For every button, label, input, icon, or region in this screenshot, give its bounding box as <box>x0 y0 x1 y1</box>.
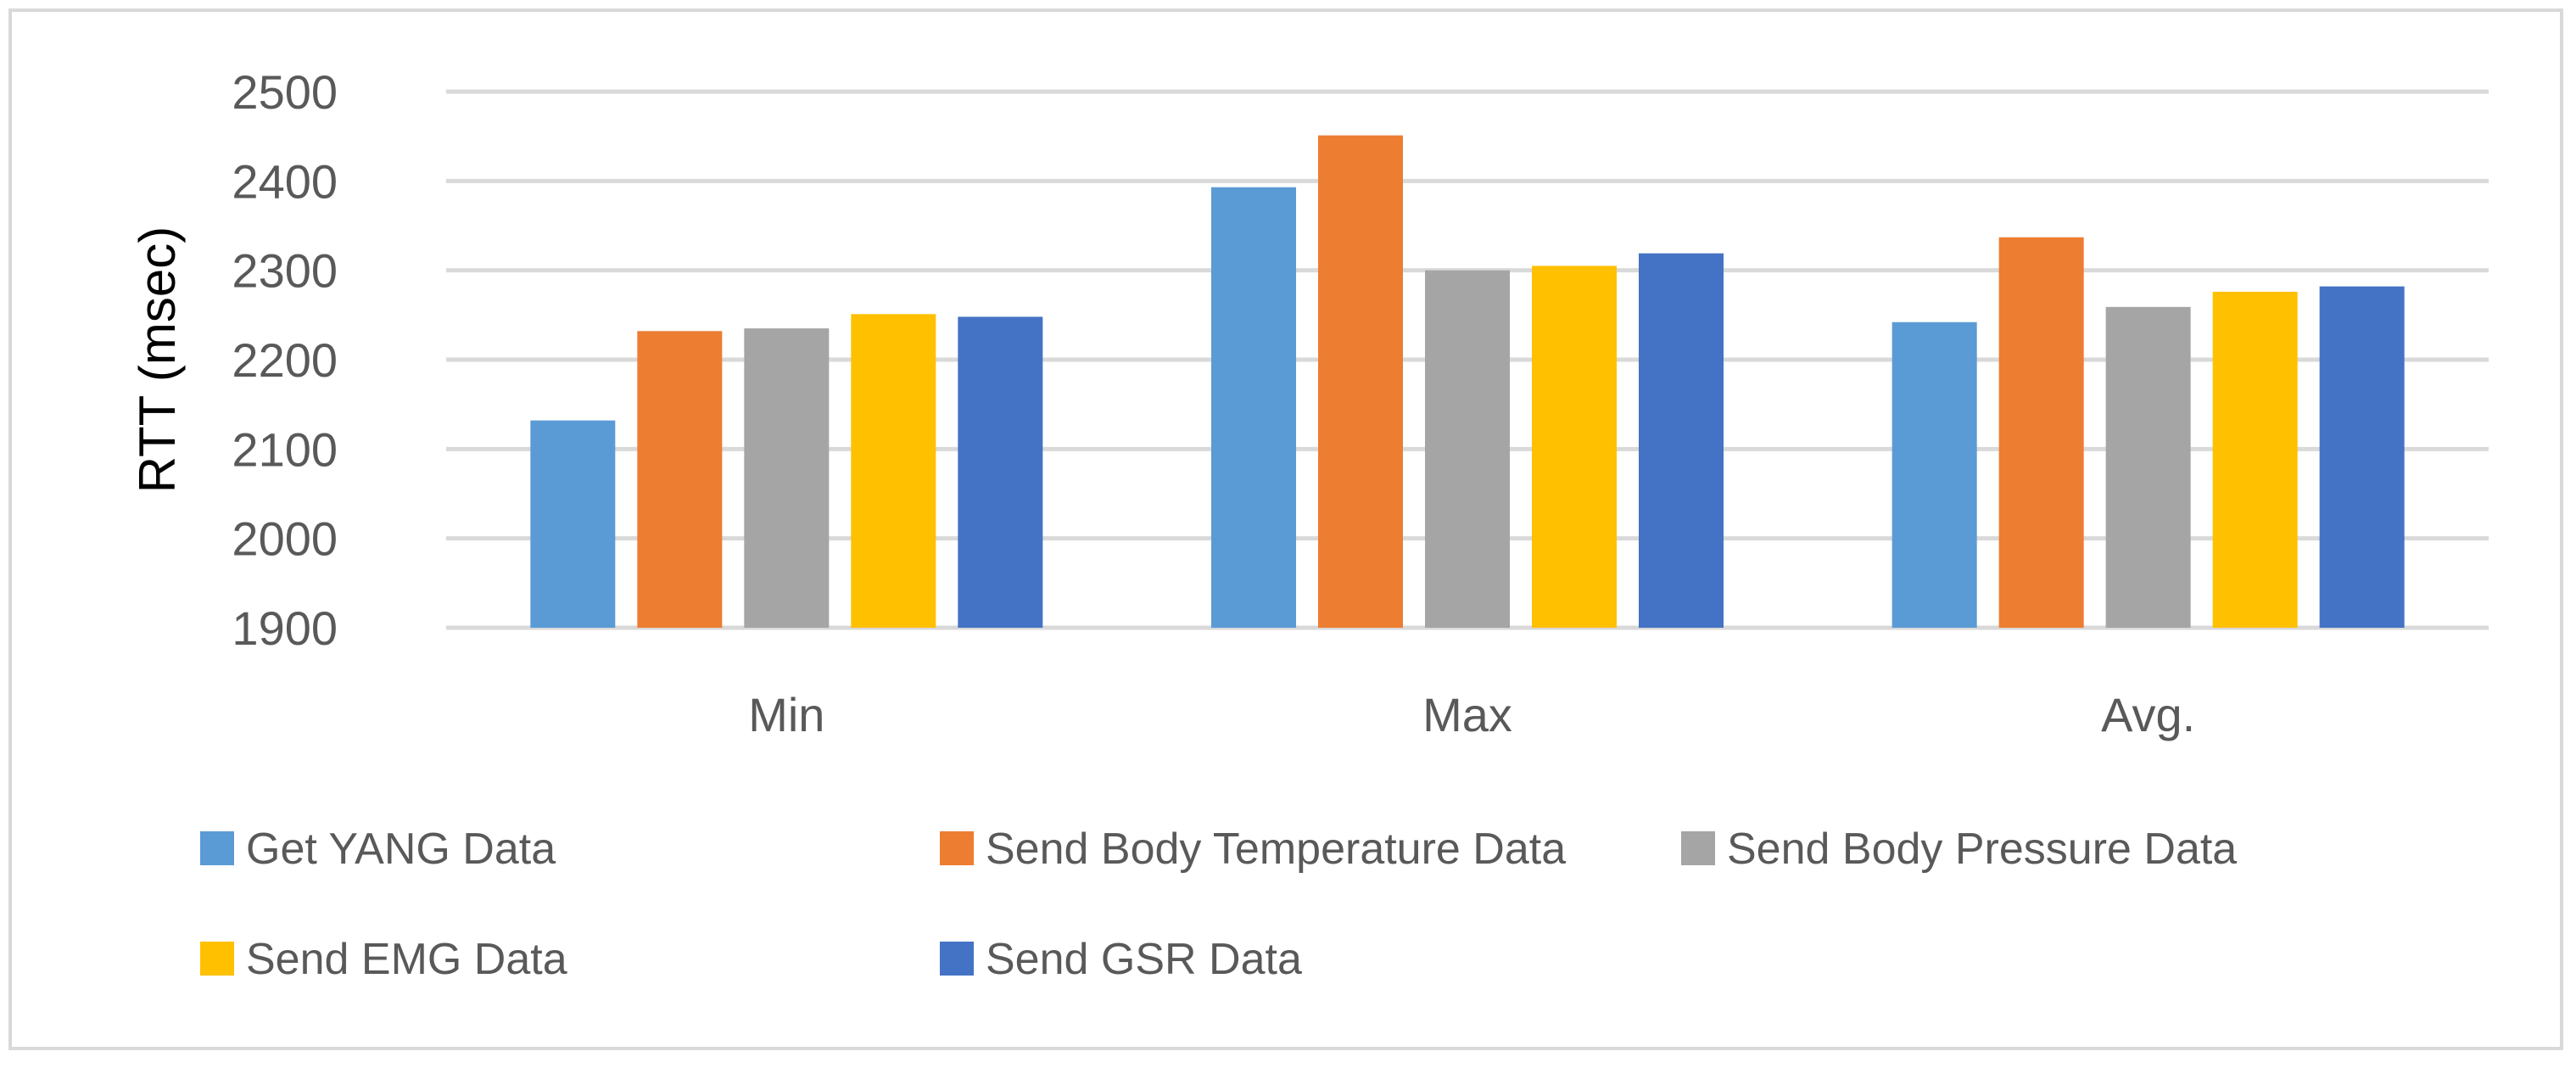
legend-swatch <box>940 942 974 976</box>
bar-max-series-1 <box>1318 135 1403 628</box>
y-axis-ticks: 1900 2000 2100 2200 2300 2400 2500 <box>232 65 338 655</box>
bar-max-series-4 <box>1639 253 1724 628</box>
legend-swatch <box>200 942 234 976</box>
bar-max-series-3 <box>1532 266 1617 628</box>
x-axis-categories: Min Max Avg. <box>748 688 2195 741</box>
legend-label: Send GSR Data <box>986 935 1302 984</box>
x-category-label: Max <box>1422 688 1512 741</box>
y-tick-label: 2400 <box>232 154 338 208</box>
bar-min-series-0 <box>530 420 616 628</box>
bar-min-series-2 <box>744 328 830 628</box>
bar-avg-series-1 <box>1998 237 2084 628</box>
legend-label: Send EMG Data <box>246 935 567 984</box>
bar-avg-series-3 <box>2212 291 2298 628</box>
bar-avg-series-0 <box>1891 322 1977 628</box>
bar-max-series-2 <box>1425 270 1510 628</box>
y-tick-label: 2000 <box>232 512 338 566</box>
bars <box>530 135 2405 628</box>
bar-min-series-3 <box>851 314 936 628</box>
legend-swatch <box>200 831 234 865</box>
legend-label: Send Body Temperature Data <box>986 825 1566 874</box>
y-tick-label: 1900 <box>232 601 338 655</box>
y-axis-title: RTT (msec) <box>129 226 186 493</box>
y-tick-label: 2200 <box>232 333 338 387</box>
y-tick-label: 2500 <box>232 65 338 119</box>
bar-avg-series-4 <box>2319 286 2405 628</box>
bar-avg-series-2 <box>2105 306 2191 628</box>
legend: Get YANG Data Send Body Temperature Data S… <box>200 825 2237 984</box>
bar-min-series-1 <box>637 331 723 628</box>
y-tick-label: 2300 <box>232 244 338 298</box>
y-tick-label: 2100 <box>232 422 338 476</box>
bar-max-series-0 <box>1211 187 1296 628</box>
bar-min-series-4 <box>958 316 1043 628</box>
x-category-label: Avg. <box>2101 688 2195 741</box>
legend-swatch <box>1681 831 1715 865</box>
legend-label: Send Body Pressure Data <box>1727 825 2237 874</box>
legend-swatch <box>940 831 974 865</box>
legend-label: Get YANG Data <box>246 825 556 874</box>
x-category-label: Min <box>748 688 824 741</box>
